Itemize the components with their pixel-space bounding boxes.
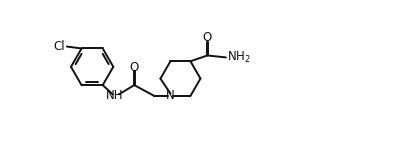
Text: NH$_2$: NH$_2$ [228,50,251,65]
Text: O: O [203,31,212,44]
Text: NH: NH [106,89,123,102]
Text: O: O [129,61,139,74]
Text: Cl: Cl [54,40,65,53]
Text: N: N [166,89,175,102]
